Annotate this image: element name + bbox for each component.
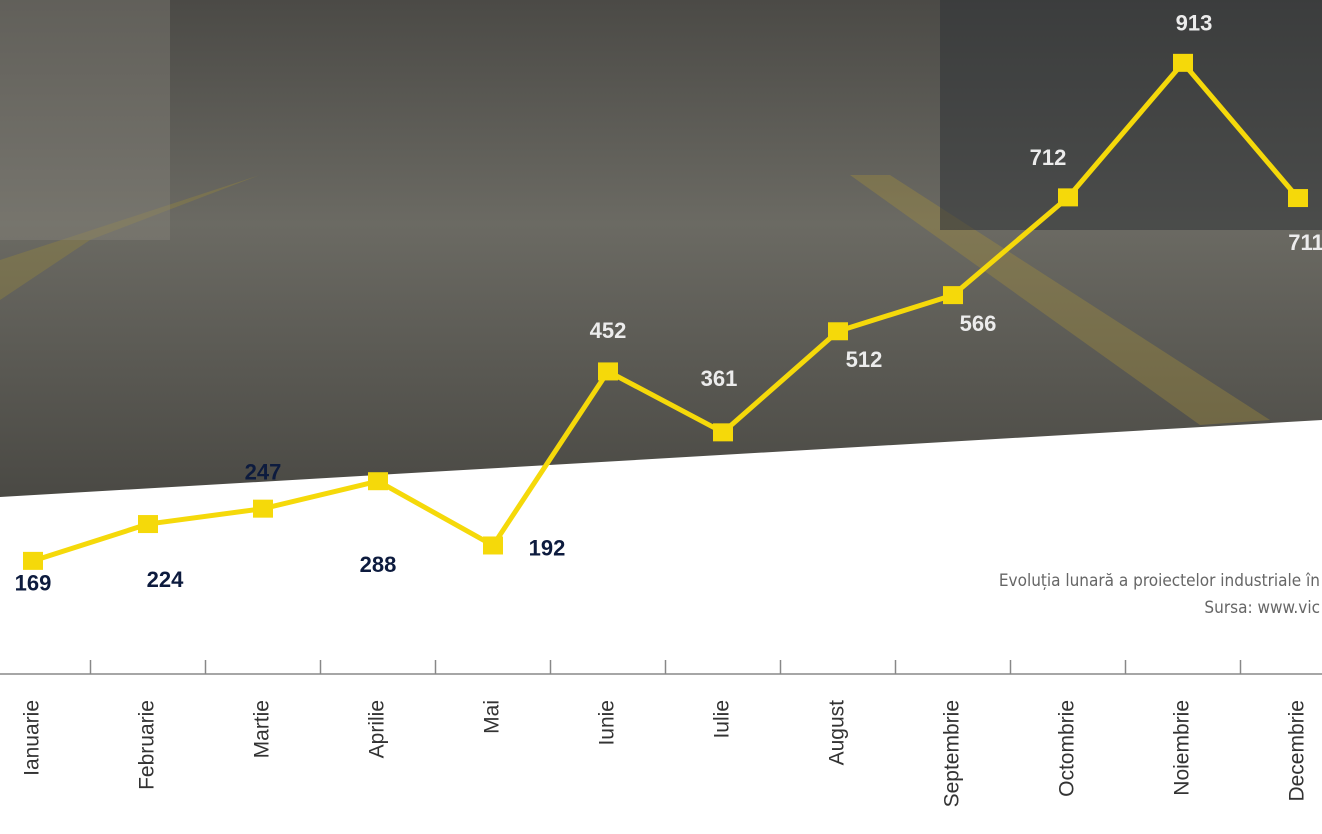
data-label: 192 bbox=[529, 535, 566, 560]
marker bbox=[828, 322, 848, 340]
x-tick-label: Noiembrie bbox=[1171, 700, 1194, 796]
data-label: 452 bbox=[590, 318, 627, 343]
x-tick-label: Iunie bbox=[596, 700, 619, 746]
data-label: 224 bbox=[147, 567, 184, 592]
data-label: 913 bbox=[1176, 11, 1213, 36]
marker bbox=[368, 472, 388, 490]
source: Sursa: www.vic bbox=[1204, 598, 1320, 618]
x-tick-label: August bbox=[826, 700, 849, 766]
x-tick-label: Decembrie bbox=[1286, 700, 1309, 802]
marker bbox=[138, 515, 158, 533]
marker bbox=[1173, 54, 1193, 72]
x-tick-label: Octombrie bbox=[1056, 700, 1079, 797]
data-label: 566 bbox=[960, 311, 997, 336]
x-tick-label: Mai bbox=[481, 700, 504, 734]
shelves bbox=[940, 0, 1322, 230]
marker bbox=[483, 536, 503, 554]
x-tick-label: Martie bbox=[251, 700, 274, 758]
data-label: 512 bbox=[846, 347, 883, 372]
chart: Evoluția lunară a proiectelor industrial… bbox=[0, 0, 1322, 834]
data-label: 712 bbox=[1030, 145, 1067, 170]
x-tick-label: Aprilie bbox=[366, 700, 389, 758]
data-label: 169 bbox=[15, 571, 52, 596]
marker bbox=[713, 423, 733, 441]
x-tick-label: Ianuarie bbox=[21, 700, 44, 776]
marker bbox=[598, 362, 618, 380]
marker bbox=[1288, 189, 1308, 207]
caption: Evoluția lunară a proiectelor industrial… bbox=[999, 571, 1320, 591]
data-label: 361 bbox=[701, 366, 738, 391]
racks bbox=[0, 0, 170, 240]
marker bbox=[1058, 188, 1078, 206]
marker bbox=[23, 552, 43, 570]
x-tick-label: Septembrie bbox=[941, 700, 964, 807]
data-label: 288 bbox=[360, 552, 397, 577]
x-tick-label: Iulie bbox=[711, 700, 734, 739]
marker bbox=[943, 286, 963, 304]
x-tick-label: Februarie bbox=[136, 700, 159, 790]
data-label: 247 bbox=[245, 459, 282, 484]
data-label: 711 bbox=[1288, 230, 1322, 255]
marker bbox=[253, 500, 273, 518]
